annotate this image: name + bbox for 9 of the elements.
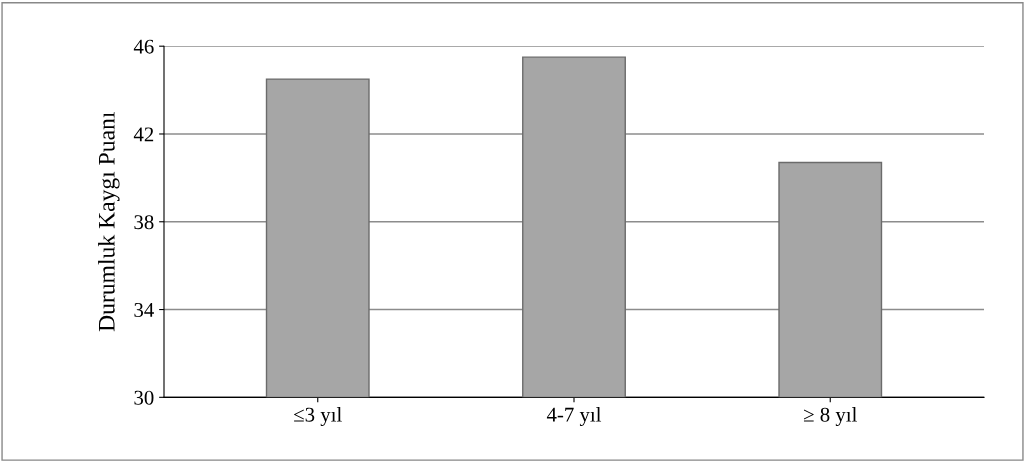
y-tick-label: 38 [134,215,154,230]
y-tick-label: 30 [134,390,154,405]
x-tick-label: ≥ 8 yıl [803,407,857,426]
y-axis-title: Durumluk Kaygı Puanı [98,112,120,332]
y-tick-label: 34 [134,302,154,317]
x-tick-label: 4-7 yıl [546,407,602,426]
y-tick-label: 46 [133,39,154,54]
y-tick-label: 42 [133,127,154,142]
x-tick-label: ≤3 yıl [294,407,342,426]
